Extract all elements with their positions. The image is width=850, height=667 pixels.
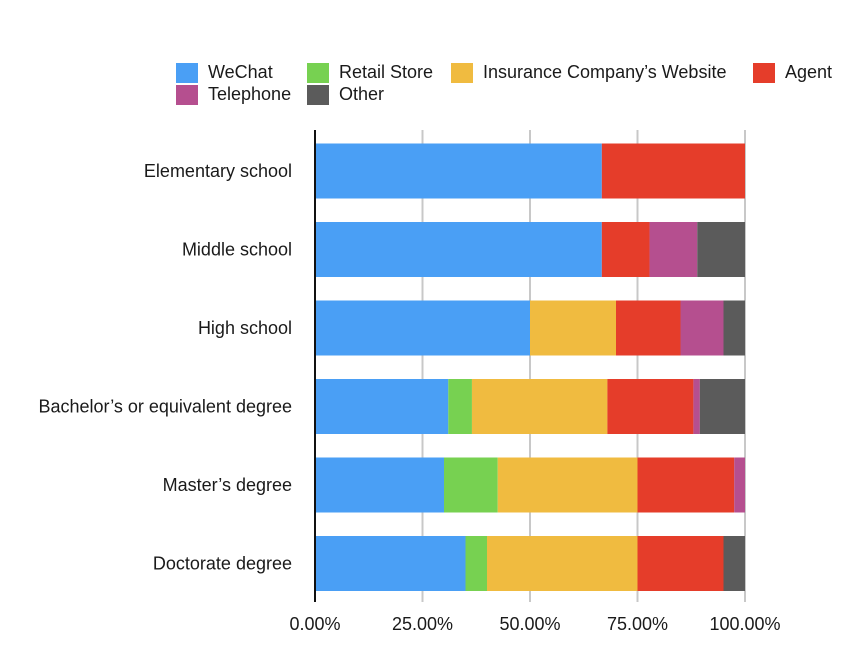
bar-segment-insurance-website <box>471 379 608 434</box>
legend-swatch-telephone <box>176 84 198 105</box>
category-label: Elementary school <box>144 161 292 181</box>
bar-segment-telephone <box>734 457 745 513</box>
category-label: Middle school <box>182 240 292 260</box>
chart-legend: WeChat Retail Store Insurance Company’s … <box>0 0 850 110</box>
bar-segment-agent <box>601 222 650 277</box>
legend-label-other: Other <box>339 84 385 104</box>
x-tick-label: 100.00% <box>709 614 780 634</box>
legend-swatch-retail-store <box>307 62 329 83</box>
bar-segment-agent <box>616 300 681 356</box>
legend-label-agent: Agent <box>785 62 833 82</box>
bar-segment-wechat <box>315 379 449 434</box>
x-tick-label: 25.00% <box>392 614 453 634</box>
bar-segment-other <box>723 300 745 356</box>
legend-swatch-insurance-website <box>451 62 473 83</box>
legend-item-insurance-website: Insurance Company’s Website <box>451 62 726 83</box>
x-tick-label: 50.00% <box>499 614 560 634</box>
bar-segment-insurance-website <box>530 300 616 356</box>
category-label: High school <box>198 318 292 338</box>
bar-segment-other <box>699 379 745 434</box>
bar-segment-agent <box>637 457 735 513</box>
legend-item-agent: Agent <box>753 62 832 83</box>
legend-label-wechat: WeChat <box>208 62 273 82</box>
bar-segment-wechat <box>315 536 466 591</box>
bar-segment-telephone <box>693 379 700 434</box>
bar-segment-insurance-website <box>497 457 638 513</box>
x-tick-label: 75.00% <box>607 614 668 634</box>
bar-segment-agent <box>637 536 724 591</box>
legend-item-wechat: WeChat <box>176 62 273 83</box>
bar-segment-insurance-website <box>487 536 638 591</box>
legend-label-retail-store: Retail Store <box>339 62 434 82</box>
legend-item-other: Other <box>307 84 384 105</box>
bar-segment-wechat <box>315 457 444 513</box>
legend-swatch-agent <box>753 62 775 83</box>
bar-segment-other <box>697 222 745 277</box>
legend-label-insurance-website: Insurance Company’s Website <box>483 62 727 82</box>
category-label: Bachelor’s or equivalent degree <box>38 397 292 417</box>
bar-segment-retail-store <box>448 379 472 434</box>
legend-item-retail-store: Retail Store <box>307 62 433 83</box>
bar-segment-retail-store <box>465 536 487 591</box>
bar-segment-wechat <box>315 143 602 199</box>
legend-swatch-wechat <box>176 62 198 83</box>
bar-segment-telephone <box>649 222 698 277</box>
bar-segment-agent <box>601 143 745 199</box>
category-label: Master’s degree <box>163 475 292 495</box>
bar-segment-wechat <box>315 300 530 356</box>
bar-segment-other <box>723 536 745 591</box>
bar-segment-telephone <box>680 300 724 356</box>
x-tick-label: 0.00% <box>289 614 340 634</box>
bar-segment-agent <box>607 379 694 434</box>
bar-segment-wechat <box>315 222 602 277</box>
category-label: Doctorate degree <box>153 554 292 574</box>
legend-label-telephone: Telephone <box>208 84 292 104</box>
legend-item-telephone: Telephone <box>176 84 291 105</box>
legend-swatch-other <box>307 84 329 105</box>
bar-segment-retail-store <box>444 457 498 513</box>
